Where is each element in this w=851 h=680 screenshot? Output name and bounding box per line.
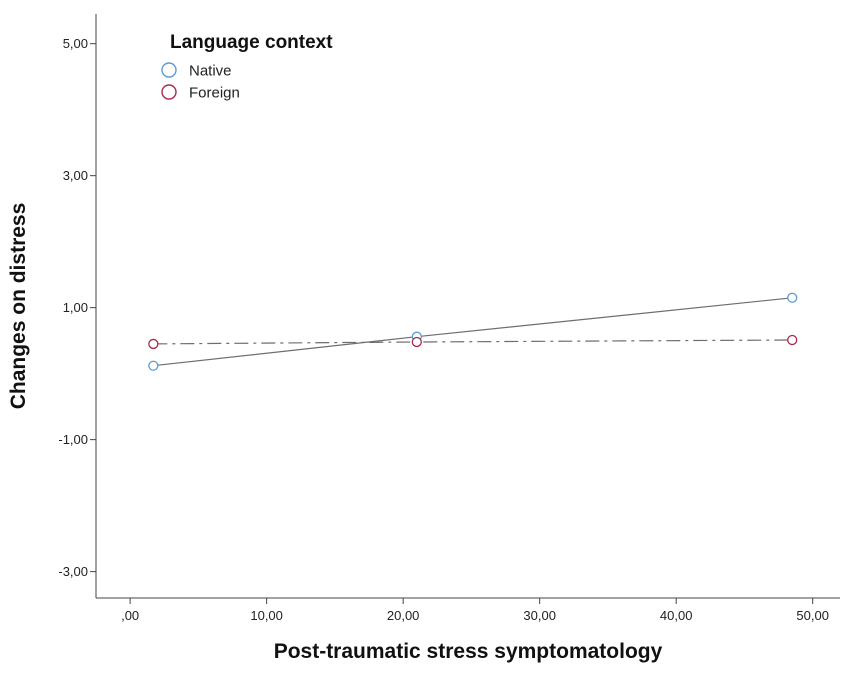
x-tick-label: ,00 [121, 608, 139, 623]
y-tick-label: -1,00 [58, 432, 88, 447]
legend-marker-foreign [161, 84, 177, 100]
y-tick-label: 1,00 [63, 300, 88, 315]
x-tick-label: 40,00 [660, 608, 693, 623]
data-point-native [787, 292, 798, 303]
y-axis-title: Changes on distress [7, 203, 30, 410]
legend-title: Language context [170, 32, 333, 53]
x-tick-label: 30,00 [523, 608, 556, 623]
x-tick-label: 10,00 [250, 608, 283, 623]
x-axis-title: Post-traumatic stress symptomatology [274, 640, 663, 663]
data-point-foreign [148, 338, 159, 350]
series-layer [148, 292, 798, 371]
axes [95, 14, 840, 599]
x-tick-label: 50,00 [796, 608, 829, 623]
y-tick-label: 3,00 [63, 168, 88, 183]
y-tick-label: 5,00 [63, 36, 88, 51]
x-tick-label: 20,00 [387, 608, 420, 623]
data-point-foreign [411, 336, 422, 348]
y-tick-label: -3,00 [58, 564, 88, 579]
legend-label-foreign: Foreign [189, 85, 240, 102]
legend-label-native: Native [189, 63, 232, 80]
y-axis-ticks: 5,00 3,00 1,00 -1,00 -3,00 [58, 36, 96, 579]
data-point-native [148, 360, 159, 371]
legend-items: Native Foreign [161, 62, 240, 102]
x-axis-ticks: ,00 10,00 20,00 30,00 40,00 50,00 [121, 598, 829, 623]
legend-marker-native [161, 62, 177, 78]
data-point-foreign [787, 334, 798, 346]
legend: Language context Native Foreign [161, 32, 333, 102]
